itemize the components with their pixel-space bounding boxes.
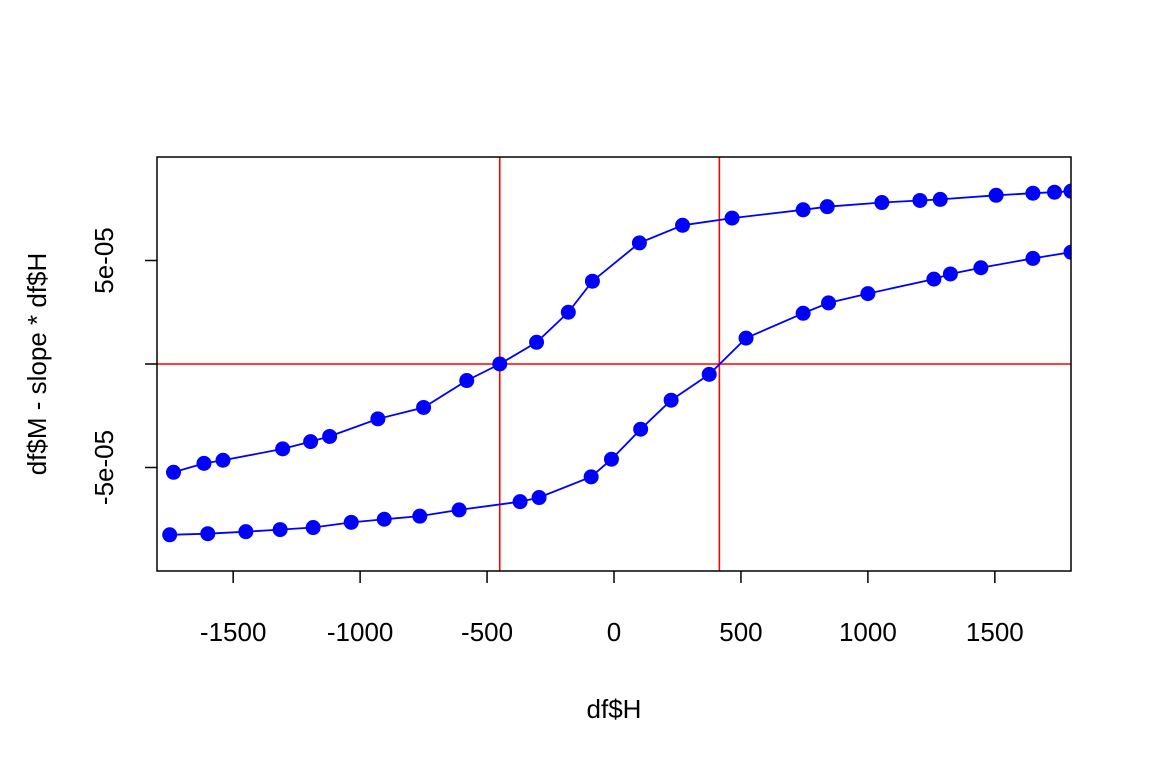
plot-area <box>157 157 1071 571</box>
data-point <box>416 399 432 415</box>
x-axis-title: df$H <box>587 694 642 724</box>
data-point <box>531 490 547 506</box>
data-point <box>942 266 958 282</box>
data-point <box>196 455 212 471</box>
data-point <box>874 195 890 211</box>
data-point <box>603 451 619 467</box>
y-axis: -5e-05 5e-05 <box>89 227 157 505</box>
data-point <box>701 366 717 382</box>
data-point <box>492 356 508 372</box>
data-point <box>1063 244 1071 260</box>
data-point <box>529 334 545 350</box>
data-point <box>926 271 942 287</box>
data-point <box>860 286 876 302</box>
data-point <box>819 199 835 215</box>
data-point <box>370 411 386 427</box>
data-point <box>675 217 691 233</box>
y-tick-label: -5e-05 <box>89 430 119 505</box>
x-tick-label: -1000 <box>327 617 394 647</box>
y-tick-label: 5e-05 <box>89 227 119 294</box>
data-point <box>322 428 338 444</box>
data-point <box>988 187 1004 203</box>
data-point <box>1046 184 1062 200</box>
data-point <box>631 235 647 251</box>
data-point <box>724 210 740 226</box>
data-point <box>343 514 359 530</box>
x-tick-label: 1000 <box>839 617 897 647</box>
data-point <box>821 295 837 311</box>
data-point <box>166 464 182 480</box>
data-point <box>512 494 528 510</box>
data-point <box>633 421 649 437</box>
data-point <box>303 434 319 450</box>
x-tick-label: 0 <box>607 617 621 647</box>
data-point <box>215 452 231 468</box>
y-axis-title: df$M - slope * df$H <box>22 253 52 476</box>
data-point <box>1025 250 1041 266</box>
data-point <box>738 330 754 346</box>
data-point <box>584 273 600 289</box>
data-point <box>200 526 216 542</box>
data-point <box>795 305 811 321</box>
data-point <box>162 527 178 543</box>
data-point <box>305 520 321 536</box>
data-point <box>1063 183 1071 199</box>
data-point <box>932 191 948 207</box>
x-tick-label: 1500 <box>966 617 1024 647</box>
x-axis: -1500 -1000 -500 0 500 1000 1500 <box>200 571 1024 647</box>
x-tick-label: 500 <box>719 617 762 647</box>
data-point <box>560 304 576 320</box>
data-point <box>663 392 679 408</box>
data-point <box>1025 185 1041 201</box>
data-point <box>459 373 475 389</box>
data-point <box>912 192 928 208</box>
data-point <box>973 260 989 276</box>
data-point <box>795 202 811 218</box>
plot-content <box>157 157 1071 571</box>
data-point <box>272 522 288 538</box>
data-point <box>275 441 291 457</box>
x-tick-label: -500 <box>461 617 513 647</box>
series-line-2 <box>169 251 1071 536</box>
data-point <box>376 511 392 527</box>
data-point <box>238 524 254 540</box>
data-point <box>412 508 428 524</box>
data-point <box>583 469 599 485</box>
x-tick-label: -1500 <box>200 617 267 647</box>
series-line-1 <box>173 190 1071 474</box>
data-point <box>451 502 467 518</box>
